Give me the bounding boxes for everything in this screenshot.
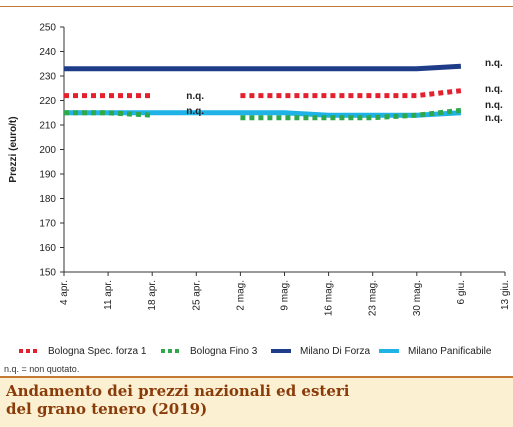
legend-item-bologna-spec-forza-1: Bologna Spec. forza 1 [18, 343, 146, 359]
end-label-nq: n.q. [485, 58, 503, 69]
y-tick-label: 150 [39, 268, 56, 279]
footnote: n.q. = non quotato. [4, 364, 80, 374]
end-label-nq: n.q. [485, 84, 503, 95]
y-tick-label: 190 [39, 170, 56, 181]
x-tick-label: 16 mag. [324, 280, 335, 316]
legend-label: Bologna Fino 3 [190, 345, 258, 357]
x-tick-label: 4 apr. [59, 280, 70, 305]
y-tick-label: 200 [39, 145, 56, 156]
x-tick-label: 23 mag. [368, 280, 379, 316]
y-tick-label: 250 [39, 23, 56, 34]
y-tick-label: 170 [39, 219, 56, 230]
caption-line-1: Andamento dei prezzi nazionali ed esteri [6, 382, 350, 400]
legend-label: Bologna Spec. forza 1 [48, 345, 147, 357]
line-chart: 150 160 170 180 190 200 210 220 230 240 250 Prezzi … [8, 23, 511, 317]
legend-swatch-cyan-solid [379, 349, 399, 353]
x-tick-label: 30 mag. [412, 280, 423, 316]
chart-legend: Bologna Spec. forza 1 Bologna Fino 3 Mil… [18, 343, 508, 359]
y-tick-label: 180 [39, 194, 56, 205]
caption-box: Andamento dei prezzi nazionali ed esteri… [0, 376, 513, 427]
caption-title: Andamento dei prezzi nazionali ed esteri… [6, 382, 349, 418]
legend-swatch-navy-solid [271, 349, 291, 353]
top-rule [0, 6, 513, 7]
x-tick-label: 6 giu. [456, 280, 467, 304]
x-tick-label: 13 giu. [500, 280, 511, 310]
series-line-milano-di-forza [64, 63, 462, 72]
end-label-nq: n.q. [485, 100, 503, 111]
y-tick-label: 240 [39, 47, 56, 58]
caption-line-2: del grano tenero (2019) [6, 400, 208, 418]
series-line-bologna-fino-3 [240, 107, 462, 121]
y-tick-label: 160 [39, 243, 56, 254]
y-tick-label: 230 [39, 72, 56, 83]
gap-label-nq: n.q. [186, 106, 204, 117]
x-tick-label: 9 mag. [280, 280, 291, 311]
legend-item-milano-panificabile: Milano Panificabile [378, 343, 491, 359]
y-tick-label: 220 [39, 96, 56, 107]
series-line-milano-panificabile [64, 110, 462, 118]
legend-swatch-red-dotted [19, 349, 39, 353]
legend-item-milano-di-forza: Milano Di Forza [270, 343, 370, 359]
series-line-bologna-fino-3 [64, 110, 153, 118]
legend-swatch-green-dotted [161, 349, 181, 353]
caption-rule [0, 376, 513, 378]
x-tick-label: 18 apr. [147, 280, 158, 311]
y-axis-title: Prezzi (euro/t) [8, 116, 19, 182]
x-tick-label: 25 apr. [191, 280, 202, 311]
y-tick-label: 210 [39, 121, 56, 132]
legend-label: Milano Di Forza [300, 345, 371, 357]
gap-label-nq: n.q. [186, 91, 204, 102]
x-tick-label: 2 mag. [235, 280, 246, 311]
series-line-bologna-spec-forza-1 [240, 88, 462, 99]
legend-item-bologna-fino-3: Bologna Fino 3 [160, 343, 257, 359]
end-label-nq: n.q. [485, 113, 503, 124]
legend-label: Milano Panificabile [408, 345, 492, 357]
x-tick-label: 11 apr. [103, 280, 114, 310]
